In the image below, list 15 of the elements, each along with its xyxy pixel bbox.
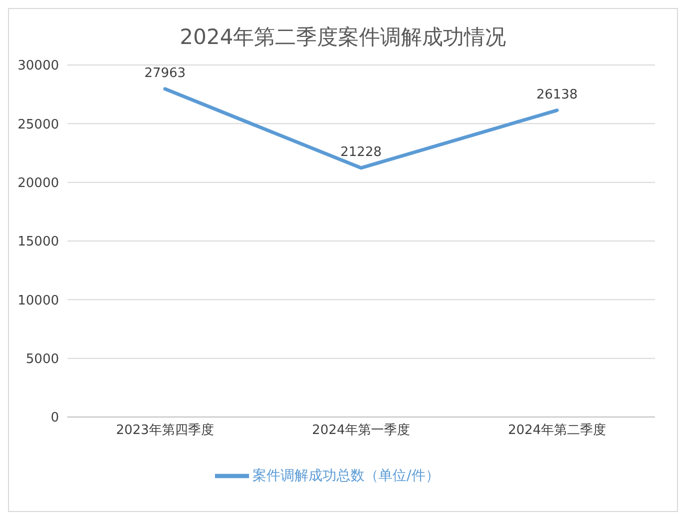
y-tick-label: 5000 xyxy=(26,352,59,367)
data-label: 26138 xyxy=(536,87,578,102)
y-tick-label: 10000 xyxy=(18,293,59,308)
legend-label: 案件调解成功总数（单位/件） xyxy=(252,468,440,484)
y-tick-label: 20000 xyxy=(18,176,59,191)
y-tick-label: 25000 xyxy=(18,117,59,132)
y-tick-label: 15000 xyxy=(18,234,59,250)
y-tick-label: 30000 xyxy=(18,58,59,74)
y-tick-label: 0 xyxy=(50,410,59,426)
x-tick-label: 2023年第四季度 xyxy=(116,422,214,438)
data-label: 21228 xyxy=(340,144,382,160)
x-tick-label: 2024年第二季度 xyxy=(508,422,606,438)
data-label: 27963 xyxy=(144,66,186,81)
x-tick-label: 2024年第一季度 xyxy=(312,422,410,438)
chart-title: 2024年第二季度案件调解成功情况 xyxy=(178,24,508,51)
